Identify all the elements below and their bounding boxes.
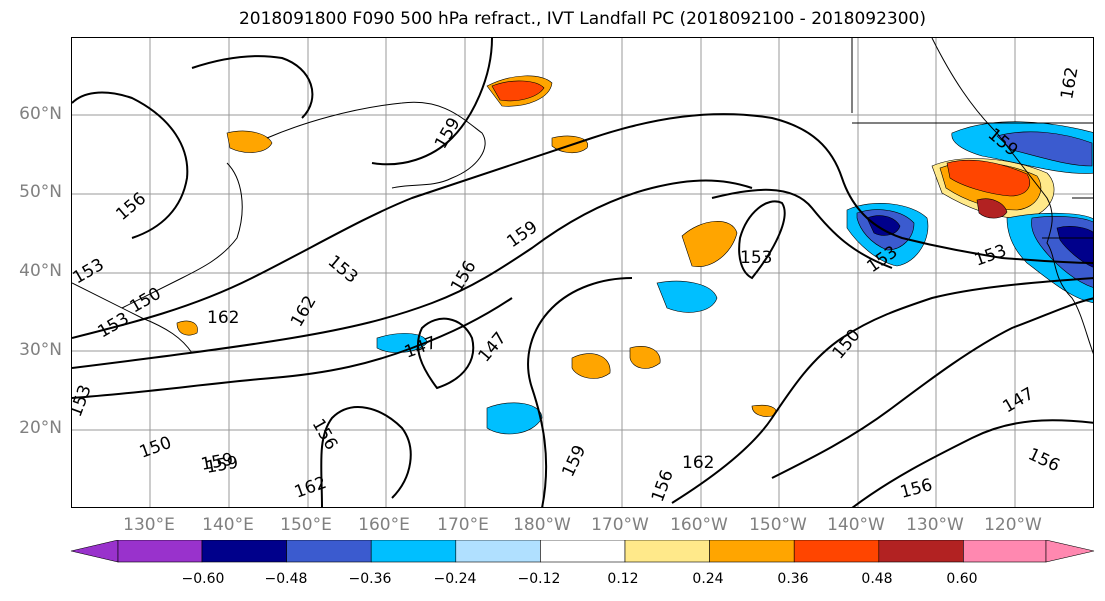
contour-label: 150: [127, 284, 165, 318]
contour-label: 159: [503, 217, 541, 252]
contour-label: 162: [1057, 65, 1082, 100]
contour-label: 153: [72, 382, 96, 419]
fill-bc-orange-red: [946, 159, 1030, 197]
fill-cp-orange: [681, 221, 738, 267]
contour-label: 153: [324, 252, 362, 288]
colorbar-tick-label: −0.48: [264, 571, 308, 587]
lon-label-130w: 130°W: [906, 515, 964, 535]
colorbar-extend-max: [1045, 540, 1095, 563]
anomaly-fills: [176, 75, 1093, 435]
fill-cp-orange-2: [571, 353, 611, 379]
lon-label-170e: 170°E: [437, 515, 489, 535]
contour-label: 147: [1000, 384, 1038, 418]
fill-wp-orange-3: [176, 320, 198, 336]
lon-label-160w: 160°W: [670, 515, 728, 535]
contour-label: 156: [1025, 444, 1063, 476]
colorbar-cell: [793, 540, 880, 563]
lat-label-40n: 40°N: [19, 261, 62, 281]
colorbar-cell: [540, 540, 626, 563]
contour-label: 150: [137, 433, 174, 463]
colorbar-extend-min: [70, 540, 119, 563]
fill-wp-orange: [226, 130, 273, 153]
colorbar-cell: [878, 540, 964, 563]
lon-label-150e: 150°E: [280, 515, 332, 535]
lon-label-160e: 160°E: [358, 515, 410, 535]
lat-label-50n: 50°N: [19, 182, 62, 202]
colorbar: [70, 540, 1095, 563]
graticule: [72, 38, 1093, 507]
lon-label-120w: 120°W: [984, 515, 1042, 535]
colorbar-tick-label: 0.60: [946, 571, 978, 587]
contour-label: 162: [682, 453, 714, 473]
fill-cp-orange-3: [629, 346, 661, 369]
contour-label: 147: [475, 328, 511, 366]
lat-label-30n: 30°N: [19, 340, 62, 360]
colorbar-cell: [117, 540, 203, 563]
colorbar-tick-label: −0.60: [181, 571, 225, 587]
fill-cp-blue-2: [486, 402, 543, 435]
colorbar-tick-label: 0.48: [861, 571, 893, 587]
fill-bc-blue-core: [996, 131, 1093, 167]
contour-label: 153: [72, 255, 108, 289]
contour-label: 156: [308, 416, 342, 454]
colorbar-cell: [963, 540, 1047, 563]
contour-label: 159: [558, 442, 590, 480]
contour-label-group: 159 156 153 150 162 153 162 159 156 147 …: [72, 65, 1083, 504]
fill-cp-orange-4: [751, 405, 777, 417]
colorbar-tick-label: 0.12: [607, 571, 639, 587]
lon-label-180w: 180°W: [513, 515, 571, 535]
contour-label: 162: [287, 292, 321, 330]
fill-cal-navy: [1056, 226, 1093, 268]
colorbar-cell: [286, 540, 372, 563]
contour-label: 156: [447, 257, 481, 295]
lon-label-140e: 140°E: [202, 515, 254, 535]
lon-label-130e: 130°E: [123, 515, 175, 535]
fill-bc-dark-red: [976, 198, 1008, 219]
map-title: 2018091800 F090 500 hPa refract., IVT La…: [238, 9, 926, 29]
lat-label-20n: 20°N: [19, 418, 62, 438]
colorbar-cell: [201, 540, 287, 563]
colorbar-cell: [370, 540, 457, 563]
lon-label-140w: 140°W: [827, 515, 885, 535]
lon-label-150w: 150°W: [749, 515, 807, 535]
contour-label: 153: [740, 248, 772, 268]
fill-pnw-navy: [866, 215, 901, 236]
contour-label: 153: [95, 309, 133, 343]
map-panel[interactable]: 159 156 153 150 162 153 162 159 156 147 …: [71, 37, 1094, 508]
colorbar-cell: [709, 540, 795, 563]
colorbar-tick-label: 0.36: [777, 571, 809, 587]
colorbar-cells: [70, 540, 1095, 563]
colorbar-tick-label: 0.24: [692, 571, 724, 587]
fill-ak-red: [491, 80, 545, 102]
contour-label: 156: [898, 475, 935, 503]
map-canvas: 159 156 153 150 162 153 162 159 156 147 …: [72, 38, 1093, 507]
contour-label: 153: [972, 241, 1009, 271]
colorbar-cell: [455, 540, 541, 563]
coastlines: [72, 38, 1093, 355]
colorbar-tick-label: −0.36: [348, 571, 392, 587]
contour-label: 150: [829, 325, 865, 363]
contour-label: 159: [431, 114, 465, 152]
colorbar-tick-label: −0.12: [517, 571, 561, 587]
contour-label: 159: [204, 453, 239, 478]
contour-label: 156: [648, 467, 678, 504]
fill-cp-blue: [656, 280, 718, 313]
lat-label-60n: 60°N: [19, 104, 62, 124]
colorbar-cell: [624, 540, 710, 563]
contour-label: 162: [207, 308, 239, 328]
height-contours: [72, 38, 1093, 507]
contour-label: 162: [292, 473, 329, 503]
colorbar-tick-label: −0.24: [433, 571, 477, 587]
lon-label-170w: 170°W: [591, 515, 649, 535]
